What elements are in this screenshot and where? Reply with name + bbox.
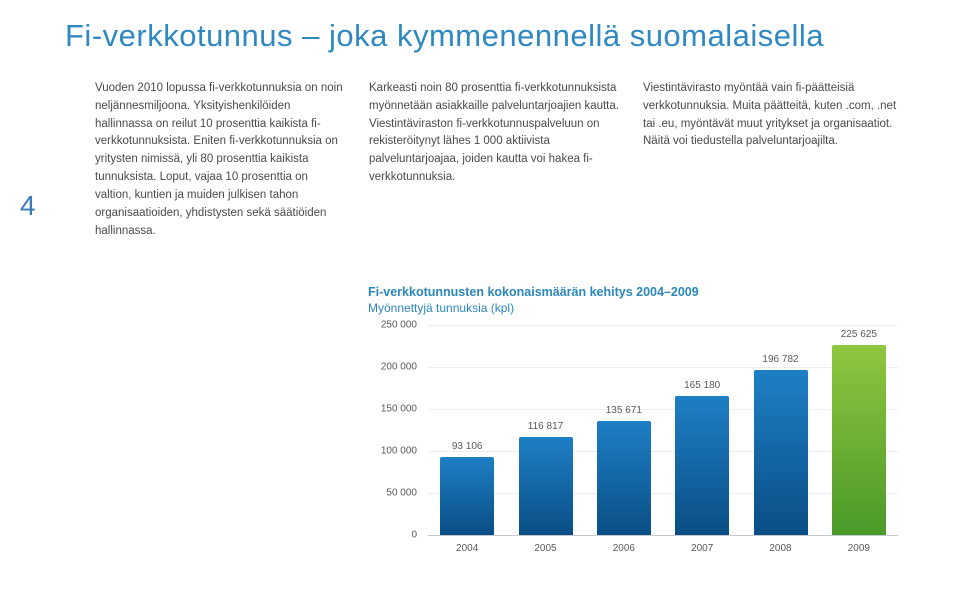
y-tick-label: 250 000 xyxy=(381,320,417,331)
column-2: Karkeasti noin 80 prosenttia fi-verkkotu… xyxy=(369,80,621,240)
chart-area: 050 000100 000150 000200 000250 000 93 1… xyxy=(368,325,908,575)
y-tick-label: 0 xyxy=(411,530,417,541)
x-tick-label: 2004 xyxy=(440,543,494,554)
chart-subtitle: Myönnettyjä tunnuksia (kpl) xyxy=(368,301,928,315)
gridline xyxy=(428,409,898,410)
bar xyxy=(754,370,808,535)
bar-value-label: 116 817 xyxy=(519,421,573,432)
x-tick-label: 2005 xyxy=(519,543,573,554)
bar-slot: 135 671 xyxy=(597,421,651,535)
page-number: 4 xyxy=(20,190,36,222)
x-tick-label: 2008 xyxy=(754,543,808,554)
column-1: Vuoden 2010 lopussa fi-verkkotunnuksia o… xyxy=(95,80,347,240)
bar-value-label: 196 782 xyxy=(754,354,808,365)
y-tick-label: 50 000 xyxy=(386,488,417,499)
y-tick-label: 150 000 xyxy=(381,404,417,415)
gridline xyxy=(428,451,898,452)
chart-container: Fi-verkkotunnusten kokonaismäärän kehity… xyxy=(368,285,928,575)
bar-value-label: 165 180 xyxy=(675,380,729,391)
plot-area: 93 106 116 817 135 671 165 180 196 782 225 62… xyxy=(428,325,898,535)
bar-slot: 225 625 xyxy=(832,345,886,535)
bar xyxy=(519,437,573,535)
bar-slot: 93 106 xyxy=(440,457,494,535)
gridline xyxy=(428,535,898,536)
y-tick-label: 200 000 xyxy=(381,362,417,373)
bar-value-label: 93 106 xyxy=(440,441,494,452)
y-axis-labels: 050 000100 000150 000200 000250 000 xyxy=(368,325,423,535)
x-tick-label: 2006 xyxy=(597,543,651,554)
chart-title: Fi-verkkotunnusten kokonaismäärän kehity… xyxy=(368,285,928,299)
column-3: Viestintävirasto myöntää vain fi-päättei… xyxy=(643,80,911,240)
body-columns: Vuoden 2010 lopussa fi-verkkotunnuksia o… xyxy=(95,80,925,240)
x-axis-labels: 2004 2005 2006 2007 2008 2009 xyxy=(428,543,898,563)
bar-slot: 196 782 xyxy=(754,370,808,535)
bar xyxy=(440,457,494,535)
gridline xyxy=(428,367,898,368)
bar-slot: 165 180 xyxy=(675,396,729,535)
bar xyxy=(832,345,886,535)
gridline xyxy=(428,325,898,326)
x-tick-label: 2009 xyxy=(832,543,886,554)
gridline xyxy=(428,493,898,494)
page-title: Fi-verkkotunnus – joka kymmenennellä suo… xyxy=(65,18,824,54)
bar-value-label: 225 625 xyxy=(832,329,886,340)
y-tick-label: 100 000 xyxy=(381,446,417,457)
x-tick-label: 2007 xyxy=(675,543,729,554)
bar xyxy=(675,396,729,535)
bar-slot: 116 817 xyxy=(519,437,573,535)
bar xyxy=(597,421,651,535)
bar-value-label: 135 671 xyxy=(597,405,651,416)
